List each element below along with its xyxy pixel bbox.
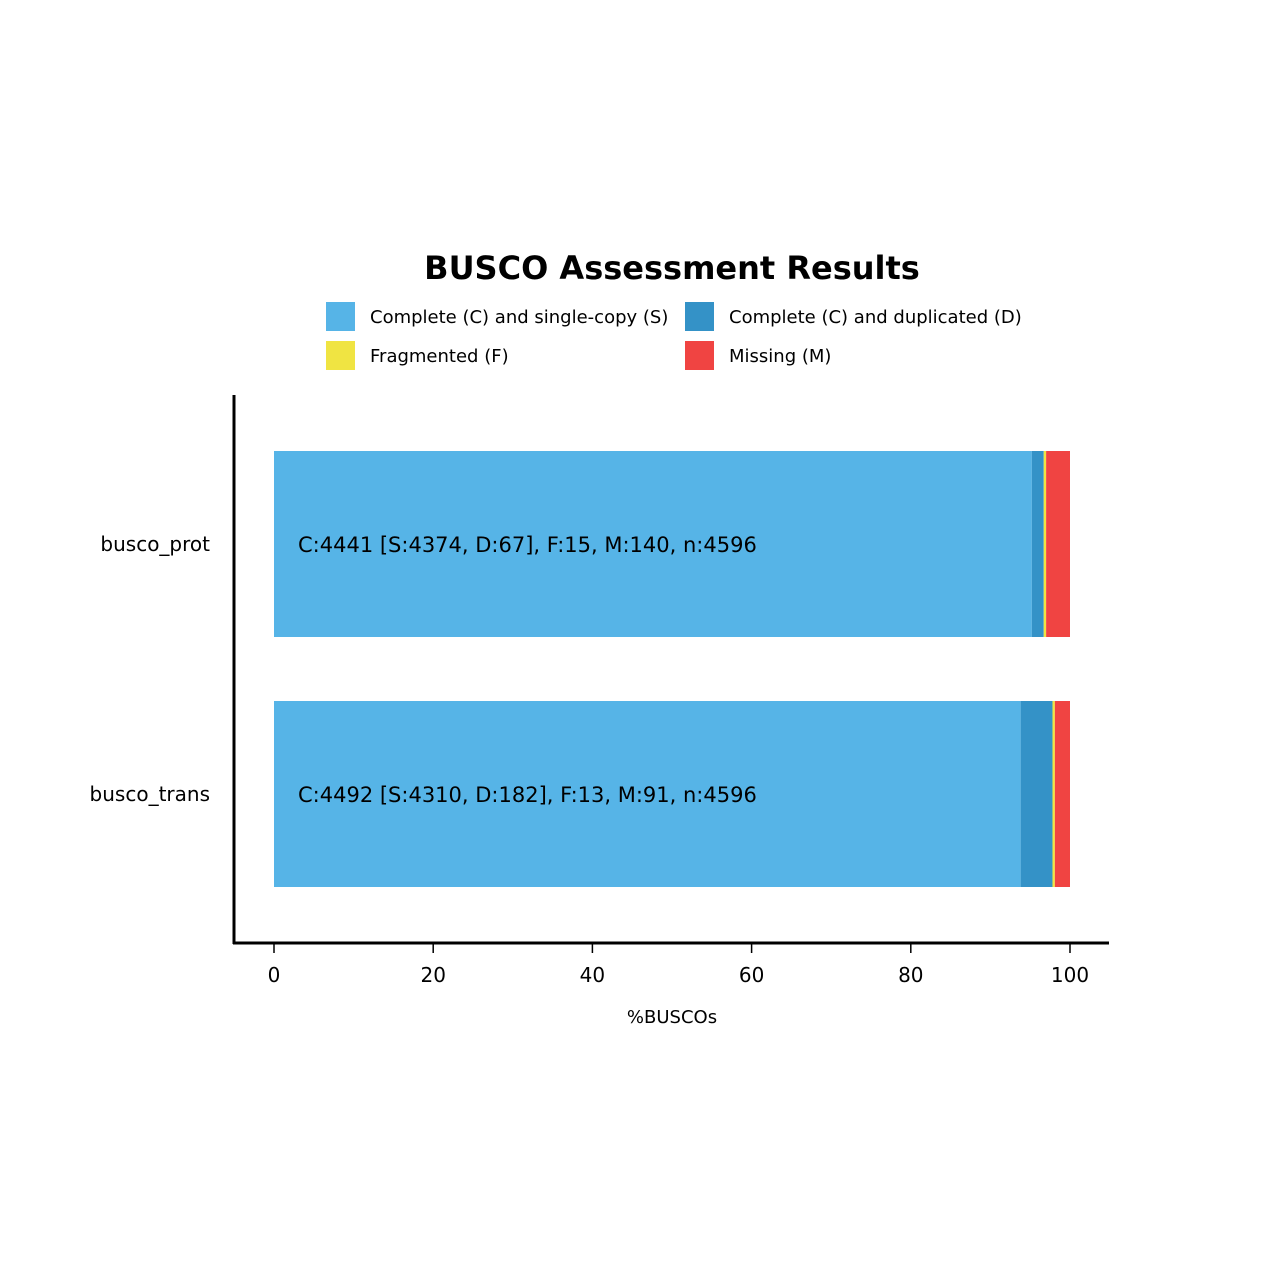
bar-segment (1052, 701, 1055, 887)
bar-segment (1046, 451, 1070, 637)
bar-segment (1031, 451, 1044, 637)
y-tick-labels: busco_prot busco_trans (90, 532, 211, 806)
x-tick-label: 80 (898, 963, 923, 987)
x-tick-label: 40 (580, 963, 605, 987)
bar-data-label: C:4492 [S:4310, D:182], F:13, M:91, n:45… (298, 783, 757, 807)
legend-swatch (685, 341, 714, 370)
x-tick-label: 60 (739, 963, 764, 987)
x-axis-label: %BUSCOs (627, 1007, 717, 1028)
y-tick-label: busco_prot (100, 532, 210, 556)
legend-swatch (685, 302, 714, 331)
x-tick-label: 0 (268, 963, 281, 987)
chart-title: BUSCO Assessment Results (424, 249, 920, 287)
legend-label: Missing (M) (729, 346, 831, 367)
bar-segment (274, 451, 1032, 637)
legend-label: Complete (C) and single-copy (S) (370, 307, 668, 328)
legend-swatch (326, 302, 355, 331)
legend-label: Complete (C) and duplicated (D) (729, 307, 1022, 328)
legend: Complete (C) and single-copy (S) Complete… (326, 302, 1022, 370)
bar-segment (1020, 701, 1053, 887)
legend-label: Fragmented (F) (370, 346, 509, 367)
bar-data-label: C:4441 [S:4374, D:67], F:15, M:140, n:45… (298, 533, 757, 557)
y-tick-label: busco_trans (90, 782, 210, 806)
bar-labels-group: C:4441 [S:4374, D:67], F:15, M:140, n:45… (298, 533, 757, 807)
x-tick-label: 20 (420, 963, 445, 987)
legend-swatch (326, 341, 355, 370)
x-tick-label: 100 (1051, 963, 1089, 987)
bar-segment (1054, 701, 1070, 887)
bar-segment (274, 701, 1021, 887)
bars-group (274, 451, 1070, 887)
x-ticks: 0 20 40 60 80 100 (268, 944, 1089, 987)
bar-segment (1043, 451, 1047, 637)
